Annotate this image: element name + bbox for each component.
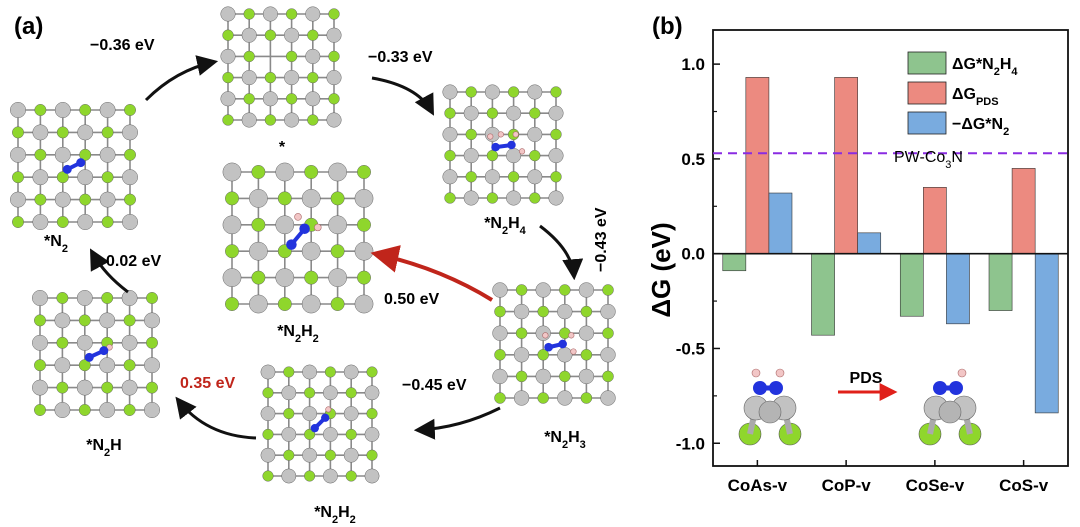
legend-label-series2: ΔGPDS <box>952 86 999 108</box>
lattice-n2h2-center <box>222 162 374 314</box>
x-tick-label: CoAs-v <box>728 476 788 495</box>
y-tick-label: 0.0 <box>681 245 705 264</box>
bar-CoSe-v-series2 <box>923 187 947 254</box>
lattice-n2h4 <box>442 84 564 206</box>
legend-swatch-series1 <box>907 51 947 75</box>
y-tick-label: -1.0 <box>676 434 705 453</box>
legend-label-series3: −ΔG*N2 <box>952 116 1009 138</box>
energy-to-n2h4: −0.33 eV <box>368 49 433 66</box>
bar-chart-panel: (b) ΔG (eV) -1.0 -0.5 0.0 0.5 1.0 CoAs-v CoP-v… <box>646 13 1069 495</box>
state-n2h2-bottom-label: *N2H2 <box>314 504 356 526</box>
lattice-n2h <box>32 290 160 418</box>
state-n2h2-center-label: *N2H2 <box>277 323 319 345</box>
legend-label-series1: ΔG*N2H4 <box>952 56 1018 78</box>
state-n2h-label: *N2H <box>86 437 121 459</box>
pds-inset: PDS <box>738 368 982 446</box>
x-tick-label: CoS-v <box>999 476 1049 495</box>
energy-to-n2h2-center: 0.50 eV <box>384 291 439 308</box>
energy-to-n2h3: −0.43 eV <box>593 207 610 272</box>
inset-structure-before <box>738 368 802 446</box>
plot-area: -1.0 -0.5 0.0 0.5 1.0 CoAs-v CoP-v CoSe-v CoS-v <box>676 29 1069 495</box>
arrow-n2h3-to-n2h2-center <box>370 245 494 302</box>
x-tick-label: CoP-v <box>822 476 872 495</box>
energy-to-n2h2-bottom: −0.45 eV <box>402 377 467 394</box>
bar-CoS-v-series1 <box>988 253 1013 311</box>
pds-label: PDS <box>850 370 883 387</box>
bar-CoP-v-series2 <box>834 77 858 254</box>
bar-CoSe-v-series1 <box>899 253 924 317</box>
y-tick-label: 0.5 <box>681 150 705 169</box>
arrow-n2h2-to-n2h <box>175 396 257 440</box>
y-tick-label: -0.5 <box>676 339 705 358</box>
y-tick-label: 1.0 <box>681 55 705 74</box>
state-n2h4-label: *N2H4 <box>484 215 526 237</box>
reference-line-label: PW-Co3N <box>894 149 963 171</box>
legend: ΔG*N2H4 ΔGPDS −ΔG*N2 <box>907 51 1018 138</box>
plot-frame <box>712 29 1069 467</box>
state-bare-label: * <box>279 139 286 156</box>
inset-structure-after <box>918 368 982 446</box>
bar-CoAs-v-series3 <box>768 192 793 254</box>
state-n2-label: *N2 <box>44 233 68 255</box>
reaction-cycle-panel: (a) * *N2H4 *N2H3 *N2H2 *N2H2 *N2H *N2 −… <box>10 6 616 526</box>
bar-CoP-v-series1 <box>811 253 835 336</box>
bar-CoSe-v-series3 <box>946 253 970 325</box>
panel-a-label: (a) <box>14 13 43 40</box>
arrow-n2h-to-n2 <box>89 248 129 294</box>
legend-swatch-series2 <box>907 81 947 105</box>
y-axis-title: ΔG (eV) <box>646 222 676 317</box>
panel-b-label: (b) <box>652 13 683 40</box>
x-tick-label: CoSe-v <box>906 476 965 495</box>
bar-CoAs-v-series1 <box>722 253 747 272</box>
bar-CoS-v-series2 <box>1011 168 1036 254</box>
bar-CoS-v-series3 <box>1034 253 1059 414</box>
arrow-n2h4-to-n2h3 <box>539 224 584 281</box>
arrow-n2h3-to-n2h2-bottom <box>413 406 501 440</box>
bar-CoAs-v-series2 <box>745 77 770 254</box>
lattice-n2h3 <box>492 282 616 406</box>
energy-to-bare: −0.36 eV <box>90 37 155 54</box>
lattice-n2h2-bottom <box>260 364 380 484</box>
legend-swatch-series3 <box>907 111 947 135</box>
energy-to-n2h: 0.35 eV <box>180 375 235 392</box>
bar-CoP-v-series3 <box>857 232 882 254</box>
arrow-bare-to-n2h4 <box>371 76 434 116</box>
arrow-n2-to-bare <box>144 55 219 102</box>
lattice-n2 <box>10 102 138 230</box>
lattice-bare <box>220 6 342 128</box>
energy-to-n2: 0.02 eV <box>106 253 161 270</box>
state-n2h3-label: *N2H3 <box>544 429 586 451</box>
